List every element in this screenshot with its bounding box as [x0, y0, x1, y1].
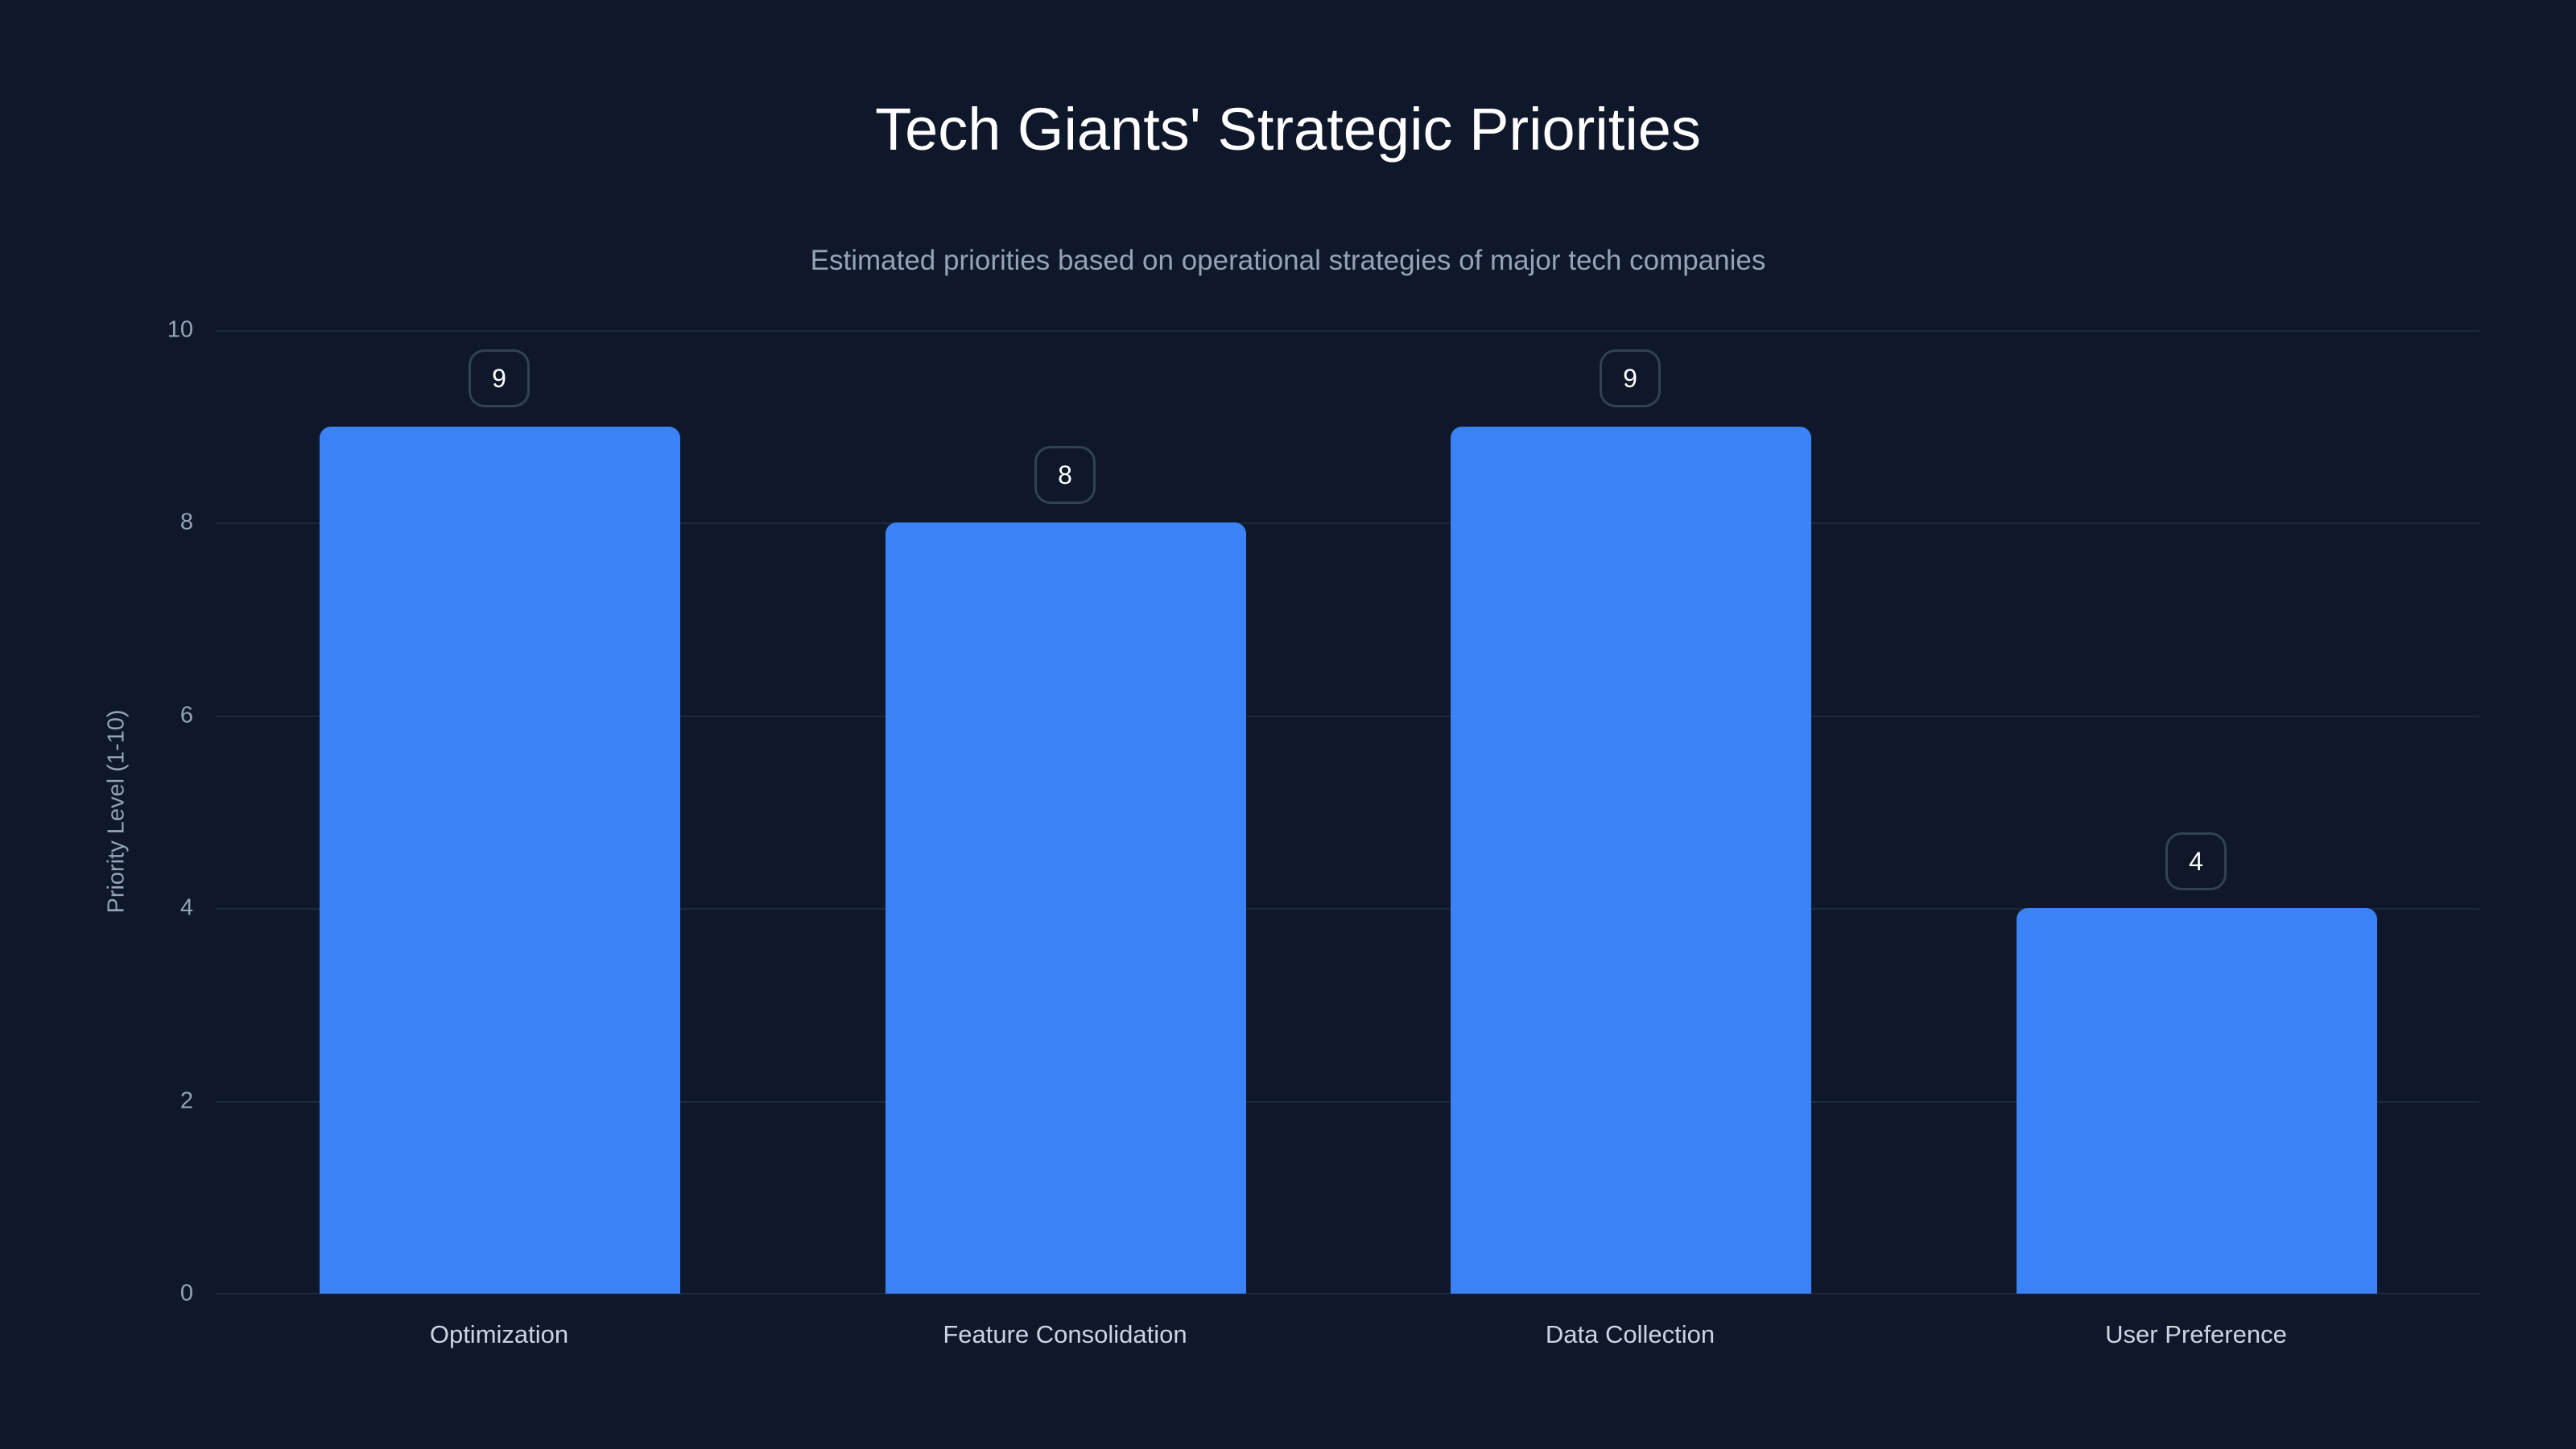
- y-axis-label: Priority Level (1-10): [103, 709, 130, 914]
- gridline-6: [216, 716, 2479, 717]
- plot-area: [216, 330, 2479, 1294]
- gridline-0: [216, 1293, 2479, 1294]
- x-tick-data-collection: Data Collection: [1545, 1320, 1715, 1348]
- bar-data-collection[interactable]: [1451, 427, 1811, 1294]
- gridline-2: [216, 1101, 2479, 1103]
- chart-title: Tech Giants' Strategic Priorities: [875, 96, 1701, 163]
- bar-feature-consolidation[interactable]: [886, 522, 1246, 1294]
- y-tick-8: 8: [180, 509, 193, 535]
- y-tick-0: 0: [180, 1280, 193, 1307]
- bar-user-preference[interactable]: [2017, 908, 2377, 1294]
- x-tick-optimization: Optimization: [429, 1320, 569, 1348]
- gridline-4: [216, 908, 2479, 910]
- data-label-user-preference: 4: [2165, 832, 2227, 890]
- data-label-optimization: 9: [469, 349, 530, 407]
- data-label-feature-consolidation: 8: [1034, 446, 1096, 504]
- x-tick-user-preference: User Preference: [2105, 1320, 2287, 1348]
- chart-subtitle: Estimated priorities based on operationa…: [810, 245, 1766, 276]
- x-tick-feature-consolidation: Feature Consolidation: [943, 1320, 1187, 1348]
- y-tick-2: 2: [180, 1088, 193, 1114]
- gridline-8: [216, 522, 2479, 524]
- y-tick-6: 6: [180, 702, 193, 729]
- gridline-10: [216, 330, 2479, 332]
- y-tick-4: 4: [180, 894, 193, 921]
- y-tick-10: 10: [167, 316, 193, 343]
- bar-optimization[interactable]: [320, 427, 680, 1294]
- data-label-data-collection: 9: [1600, 349, 1661, 407]
